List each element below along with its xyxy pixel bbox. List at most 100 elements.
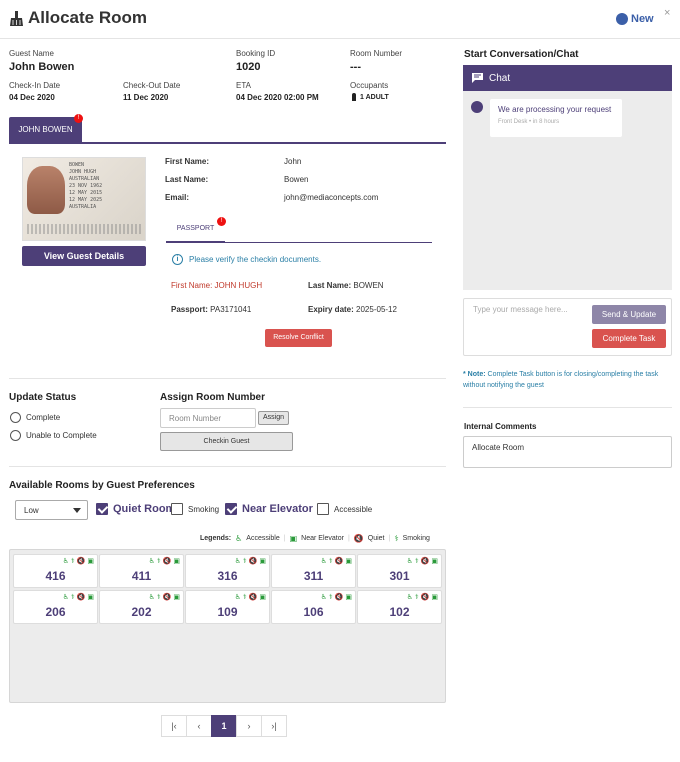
assign-button[interactable]: Assign	[258, 411, 289, 425]
room-number: 206	[45, 605, 66, 619]
room-card[interactable]: ♿ ⚕ 🔇 ▣ 311	[271, 554, 356, 588]
alert-badge: !	[74, 114, 83, 123]
room-card[interactable]: ♿ ⚕ 🔇 ▣ 416	[13, 554, 98, 588]
conflict-first-name: First Name: JOHN HUGH	[171, 281, 263, 290]
room-card[interactable]: ♿ ⚕ 🔇 ▣ 202	[99, 590, 184, 624]
next-page-button[interactable]: ›	[236, 715, 262, 737]
room-card[interactable]: ♿ ⚕ 🔇 ▣ 106	[271, 590, 356, 624]
checkbox-quiet-room[interactable]: Quiet Room	[96, 503, 175, 515]
last-name-value: Bowen	[284, 175, 309, 184]
room-amenity-icons: ♿ ⚕ 🔇 ▣	[320, 558, 352, 565]
checkin-date: 04 Dec 2020	[9, 93, 55, 102]
room-card[interactable]: ♿ ⚕ 🔇 ▣ 301	[357, 554, 442, 588]
add-badge-icon	[616, 13, 628, 25]
checkin-guest-button[interactable]: Checkin Guest	[160, 432, 293, 451]
first-name-value: John	[284, 157, 302, 166]
legend-separator: |	[283, 535, 286, 542]
page-title: Allocate Room	[10, 8, 147, 28]
resolve-conflict-button[interactable]: Resolve Conflict	[265, 329, 332, 347]
radio-unable[interactable]: Unable to Complete	[10, 430, 97, 441]
section-divider	[463, 407, 672, 408]
room-amenity-icons: ♿ ⚕ 🔇 ▣	[234, 594, 266, 601]
room-number: 416	[45, 569, 66, 583]
legend-separator: |	[347, 535, 350, 542]
section-divider	[9, 378, 446, 379]
note-prefix: * Note:	[463, 371, 486, 378]
quiet-icon: 🔇	[353, 534, 364, 543]
passport-tab-line	[166, 242, 432, 243]
section-divider	[9, 466, 446, 467]
doc-last-name: Last Name: BOWEN	[308, 281, 384, 290]
room-amenity-icons: ♿ ⚕ 🔇 ▣	[320, 594, 352, 601]
room-number: 301	[389, 569, 410, 583]
chat-compose[interactable]: Type your message here...	[463, 298, 672, 356]
checkbox-accessible[interactable]: Accessible	[317, 503, 372, 515]
near-elevator-label: Near Elevator	[242, 503, 313, 515]
tab-john-bowen[interactable]: JOHN BOWEN	[9, 117, 82, 142]
first-name-label: First Name:	[165, 157, 210, 166]
room-card[interactable]: ♿ ⚕ 🔇 ▣ 316	[185, 554, 270, 588]
legend-near-elevator: Near Elevator	[301, 535, 344, 542]
internal-comments-input[interactable]: Allocate Room	[463, 436, 672, 468]
last-page-button[interactable]: ›|	[261, 715, 287, 737]
passport-photo	[27, 166, 65, 214]
page-1-button[interactable]: 1	[211, 715, 237, 737]
elevator-icon: ▣	[289, 534, 298, 543]
guest-name: John Bowen	[9, 61, 75, 73]
room-card[interactable]: ♿ ⚕ 🔇 ▣ 206	[13, 590, 98, 624]
occupants: 1 ADULT	[352, 93, 389, 101]
chat-message-text: We are processing your request	[498, 105, 612, 114]
room-number: 411	[131, 569, 152, 583]
checkout-label: Check-Out Date	[123, 81, 181, 90]
room-number: 102	[389, 605, 410, 619]
complete-task-note: * Note: Complete Task button is for clos…	[463, 369, 675, 391]
preferences-title: Available Rooms by Guest Preferences	[9, 480, 195, 491]
new-button[interactable]: New	[616, 13, 654, 25]
room-amenity-icons: ♿ ⚕ 🔇 ▣	[406, 594, 438, 601]
radio-circle[interactable]	[10, 430, 21, 441]
eta-label: ETA	[236, 81, 251, 90]
checkbox-smoking[interactable]: Smoking	[171, 503, 219, 515]
room-card[interactable]: ♿ ⚕ 🔇 ▣ 102	[357, 590, 442, 624]
radio-complete[interactable]: Complete	[10, 412, 60, 423]
checkbox-box[interactable]	[317, 503, 329, 515]
room-number: 109	[217, 605, 238, 619]
legend-accessible: Accessible	[246, 535, 280, 542]
radio-circle[interactable]	[10, 412, 21, 423]
chat-section-title: Start Conversation/Chat	[464, 49, 579, 60]
accessible-label: Accessible	[334, 504, 373, 514]
legends: Legends: ♿ Accessible | ▣ Near Elevator | …	[200, 534, 430, 543]
legend-smoking: Smoking	[402, 535, 430, 542]
legend-quiet: Quiet	[367, 535, 385, 542]
occupants-value: 1 ADULT	[360, 93, 389, 101]
booking-id-label: Booking ID	[236, 49, 276, 58]
tab-passport[interactable]: PASSPORT	[176, 225, 215, 232]
checkout-date: 11 Dec 2020	[123, 93, 169, 102]
view-guest-details-button[interactable]: View Guest Details	[22, 246, 146, 266]
internal-comments-title: Internal Comments	[464, 422, 537, 431]
room-amenity-icons: ♿ ⚕ 🔇 ▣	[62, 594, 94, 601]
pagination: |‹ ‹ 1 › ›|	[161, 715, 287, 737]
room-card[interactable]: ♿ ⚕ 🔇 ▣ 109	[185, 590, 270, 624]
floor-select[interactable]: Low	[15, 500, 88, 520]
room-card[interactable]: ♿ ⚕ 🔇 ▣ 411	[99, 554, 184, 588]
room-number: 202	[131, 605, 152, 619]
chat-input[interactable]: Type your message here...	[473, 305, 568, 314]
checkbox-box[interactable]	[225, 503, 237, 515]
room-number: 311	[303, 569, 324, 583]
prev-page-button[interactable]: ‹	[186, 715, 212, 737]
close-icon[interactable]: ×	[664, 7, 671, 19]
chat-message: We are processing your request Front Des…	[490, 99, 622, 137]
room-number-input[interactable]: Room Number	[160, 408, 256, 428]
checkbox-box[interactable]	[96, 503, 108, 515]
complete-task-button[interactable]: Complete Task	[592, 329, 666, 348]
quiet-room-label: Quiet Room	[113, 503, 176, 515]
checkbox-box[interactable]	[171, 503, 183, 515]
smoking-label: Smoking	[188, 504, 220, 514]
checkbox-near-elevator[interactable]: Near Elevator	[225, 503, 313, 515]
send-update-button[interactable]: Send & Update	[592, 305, 666, 324]
chat-icon	[472, 73, 483, 83]
first-page-button[interactable]: |‹	[161, 715, 187, 737]
room-grid: ♿ ⚕ 🔇 ▣ 416 ♿ ⚕ 🔇 ▣ 411 ♿ ⚕ 🔇 ▣ 316 ♿ ⚕ 🔇 ▣ 311…	[13, 554, 442, 624]
passport-alert-badge: !	[217, 217, 226, 226]
